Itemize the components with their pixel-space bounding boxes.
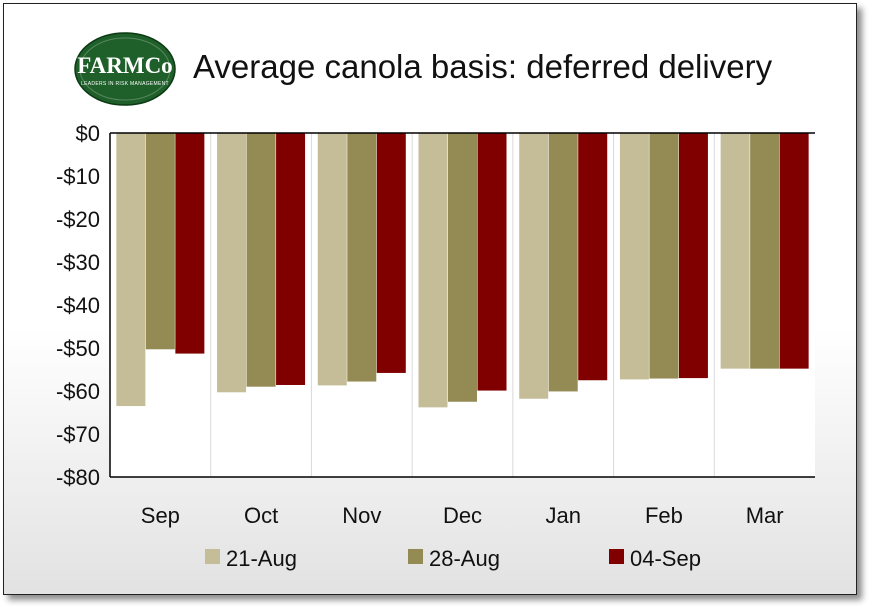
y-tick-label: -$80 bbox=[56, 465, 100, 490]
y-tick-label: -$40 bbox=[56, 293, 100, 318]
bar-28-Aug-Dec bbox=[448, 133, 477, 402]
logo-text: FARMCo bbox=[77, 53, 172, 78]
legend-label: 28-Aug bbox=[429, 546, 500, 571]
legend-label: 04-Sep bbox=[630, 546, 701, 571]
bar-04-Sep-Nov bbox=[376, 133, 406, 373]
y-tick-label: -$50 bbox=[56, 336, 100, 361]
y-tick-label: -$70 bbox=[56, 422, 100, 447]
x-tick-label: Oct bbox=[244, 503, 278, 528]
chart-title: Average canola basis: deferred delivery bbox=[193, 48, 773, 85]
bar-28-Aug-Jan bbox=[548, 133, 578, 392]
y-tick-label: -$20 bbox=[56, 207, 100, 232]
x-tick-label: Feb bbox=[645, 503, 683, 528]
bar-21-Aug-Sep bbox=[116, 133, 146, 407]
bar-04-Sep-Feb bbox=[678, 133, 708, 379]
legend-label: 21-Aug bbox=[226, 546, 297, 571]
y-tick-label: $0 bbox=[76, 121, 100, 146]
bar-28-Aug-Feb bbox=[649, 133, 679, 379]
bar-21-Aug-Nov bbox=[317, 133, 347, 386]
logo-tagline: LEADERS IN RISK MANAGEMENT bbox=[81, 81, 169, 87]
x-tick-label: Sep bbox=[141, 503, 180, 528]
legend-swatch bbox=[609, 549, 624, 564]
bar-21-Aug-Oct bbox=[217, 133, 247, 393]
bar-28-Aug-Nov bbox=[347, 133, 377, 382]
y-tick-label: -$60 bbox=[56, 379, 100, 404]
bar-04-Sep-Jan bbox=[578, 133, 608, 381]
bar-04-Sep-Oct bbox=[276, 133, 306, 385]
bar-28-Aug-Mar bbox=[750, 133, 780, 369]
bar-21-Aug-Mar bbox=[720, 133, 750, 369]
bar-04-Sep-Sep bbox=[175, 133, 205, 354]
y-tick-label: -$10 bbox=[56, 164, 100, 189]
bar-21-Aug-Jan bbox=[519, 133, 549, 399]
farmco-logo: FARMCo LEADERS IN RISK MANAGEMENT bbox=[74, 32, 176, 106]
bar-04-Sep-Mar bbox=[779, 133, 809, 369]
x-tick-label: Jan bbox=[545, 503, 580, 528]
x-tick-label: Dec bbox=[443, 503, 482, 528]
y-tick-label: -$30 bbox=[56, 250, 100, 275]
legend-swatch bbox=[205, 549, 220, 564]
bar-04-Sep-Dec bbox=[477, 133, 507, 391]
legend-swatch bbox=[408, 549, 423, 564]
bar-28-Aug-Sep bbox=[145, 133, 175, 350]
bar-21-Aug-Feb bbox=[619, 133, 649, 380]
bar-28-Aug-Oct bbox=[246, 133, 276, 387]
x-tick-label: Mar bbox=[746, 503, 784, 528]
x-tick-label: Nov bbox=[342, 503, 381, 528]
bar-21-Aug-Dec bbox=[418, 133, 448, 408]
